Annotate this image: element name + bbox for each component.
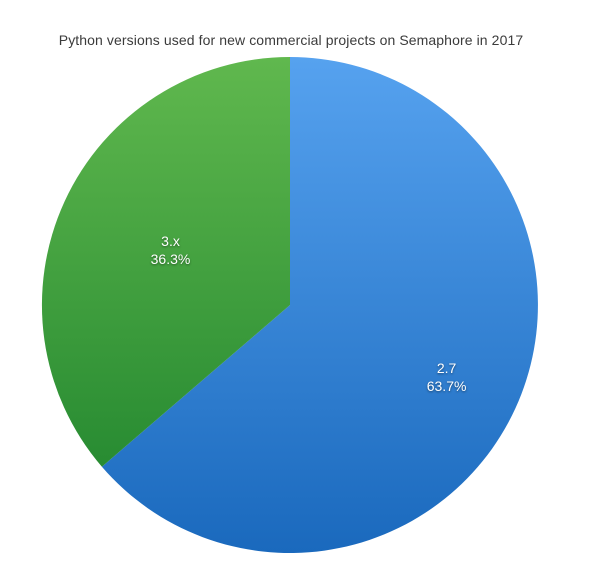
slice-percent-text: 63.7% xyxy=(427,378,467,394)
pie-slice-3.x xyxy=(41,57,290,467)
pie-slice-2.7 xyxy=(101,57,538,554)
slice-name-text: 2.7 xyxy=(437,360,457,376)
slice-label-2.7: 2.7 63.7% xyxy=(427,360,467,394)
slice-label-3.x: 3.x 36.3% xyxy=(151,233,191,267)
slice-percent-text: 36.3% xyxy=(151,251,191,267)
slice-name-text: 3.x xyxy=(161,233,180,249)
chart-title: Python versions used for new commercial … xyxy=(58,32,524,48)
